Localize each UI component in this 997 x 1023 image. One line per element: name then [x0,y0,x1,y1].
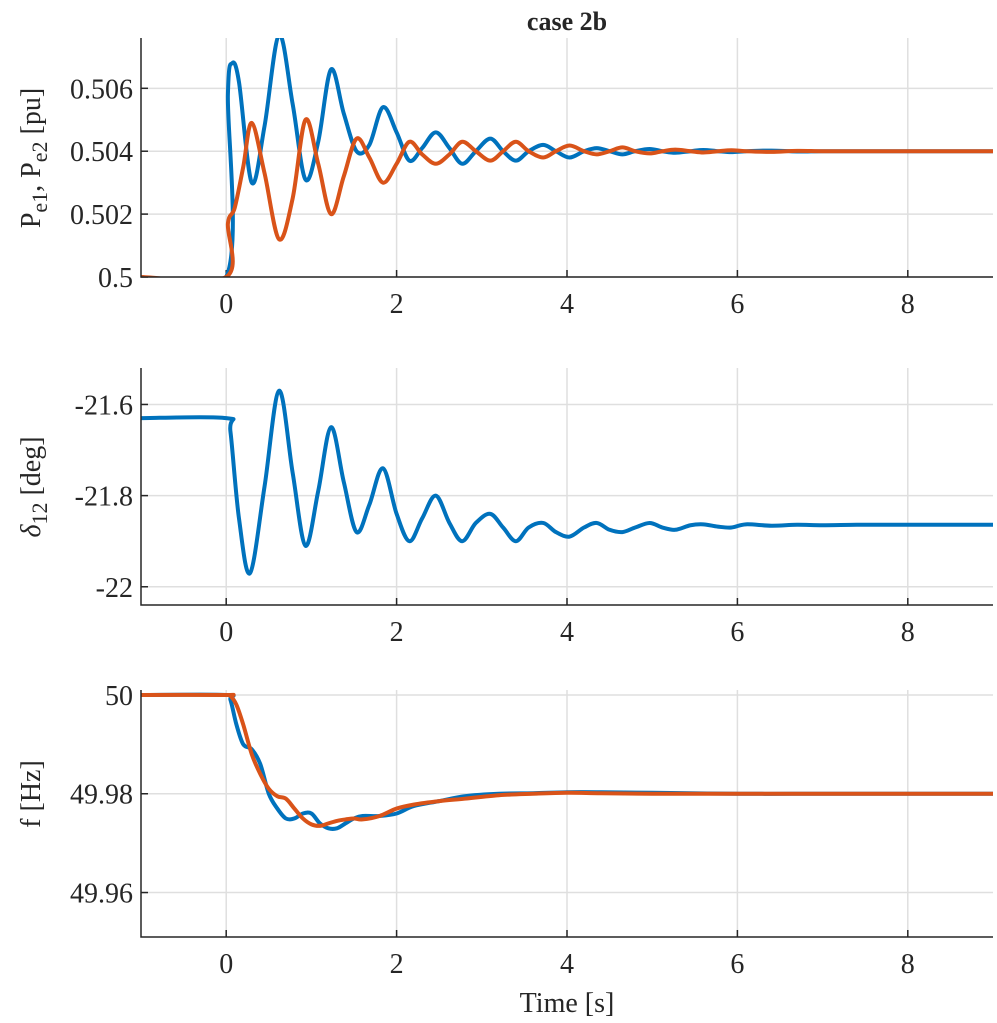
axis-lines-freq [140,690,993,938]
ylabel-power-unit: [pu] [16,88,47,142]
y-tick-label: 0.502 [70,200,133,231]
y-axis-label-power: Pe1, Pe2 [pu] [16,88,52,228]
ylabel-power-main: P [16,213,47,229]
ylabel-power-sub2: e2 [27,141,52,162]
y-tick-label: -21.6 [75,390,133,421]
series-power [141,38,993,277]
y-tick-label: 49.98 [70,780,133,811]
y-tick-label: -21.8 [75,482,133,513]
ylabel-power-sub1: e1 [27,192,52,213]
x-ticks-freq: 0 2 4 6 8 [219,930,915,980]
y-ticks-freq: 49.96 49.98 50 [70,681,148,910]
x-tick-label: 8 [901,949,915,980]
subplot-delta: -22 -21.8 -21.6 0 2 4 6 8 δ12 [deg] [16,368,993,648]
y-axis-label-delta: δ12 [deg] [16,436,52,537]
x-axis-label: Time [s] [520,988,615,1019]
series-line-p-e2 [141,117,993,277]
y-tick-label: -22 [96,573,133,604]
x-ticks-power: 0 2 4 6 8 [219,270,915,320]
x-tick-label: 8 [901,289,915,320]
y-ticks-power: 0.5 0.502 0.504 0.506 [70,74,148,294]
series-line-delta-12 [141,388,993,576]
x-tick-label: 6 [730,289,744,320]
y-tick-label: 0.504 [70,137,133,168]
x-tick-label: 6 [730,949,744,980]
series-delta [141,388,993,576]
y-ticks-delta: -22 -21.8 -21.6 [75,390,148,604]
x-tick-label: 8 [901,617,915,648]
subplot-freq: 49.96 49.98 50 0 2 4 6 8 f [Hz] [16,681,993,980]
x-tick-label: 0 [219,617,233,648]
ylabel-power-sep: , P [16,162,47,192]
subplot-power: 0.5 0.502 0.504 0.506 0 2 4 6 8 Pe1, Pe2 [pu] [16,38,993,320]
x-tick-label: 2 [390,289,404,320]
y-tick-label: 49.96 [70,879,133,910]
x-tick-label: 6 [730,617,744,648]
ylabel-delta-unit: [deg] [16,436,47,502]
x-tick-label: 2 [390,949,404,980]
grid-delta [141,368,993,605]
x-tick-label: 0 [219,289,233,320]
series-freq [141,692,993,831]
x-tick-label: 4 [560,289,574,320]
chart-title: case 2b [527,7,607,36]
y-tick-label: 0.5 [98,263,133,294]
ylabel-delta-main: δ [16,524,47,538]
grid-freq [141,690,993,937]
x-ticks-delta: 0 2 4 6 8 [219,598,915,648]
ylabel-delta-sub1: 12 [27,503,52,525]
y-tick-label: 50 [105,681,133,712]
x-tick-label: 2 [390,617,404,648]
x-tick-label: 4 [560,949,574,980]
y-tick-label: 0.506 [70,74,133,105]
series-line-f-2 [141,692,993,828]
y-axis-label-freq: f [Hz] [16,760,47,828]
axis-lines-power [140,38,993,278]
axis-lines-delta [140,368,993,606]
x-tick-label: 4 [560,617,574,648]
x-tick-label: 0 [219,949,233,980]
